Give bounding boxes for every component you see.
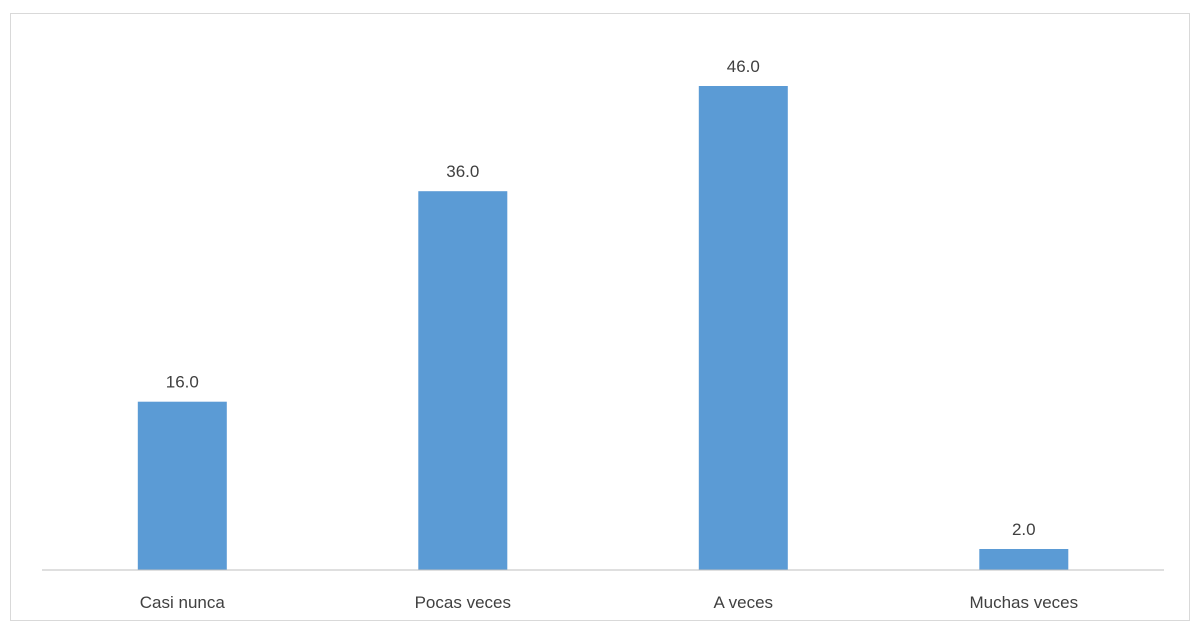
bars-layer xyxy=(137,86,1069,570)
data-label-3: 2.0 xyxy=(1012,520,1036,539)
labels-layer: 16.0 Casi nunca 36.0 Pocas veces 46.0 A veces… xyxy=(140,57,1078,612)
bar-1 xyxy=(418,191,508,570)
bar-3 xyxy=(979,549,1069,570)
data-label-1: 36.0 xyxy=(446,162,479,181)
x-tick-label-3: Muchas veces xyxy=(969,593,1078,612)
bar-2 xyxy=(698,86,788,570)
bar-0 xyxy=(137,401,227,570)
x-tick-label-0: Casi nunca xyxy=(140,593,226,612)
data-label-2: 46.0 xyxy=(727,57,760,76)
x-tick-label-1: Pocas veces xyxy=(415,593,511,612)
x-tick-label-2: A veces xyxy=(714,593,774,612)
data-label-0: 16.0 xyxy=(166,373,199,392)
